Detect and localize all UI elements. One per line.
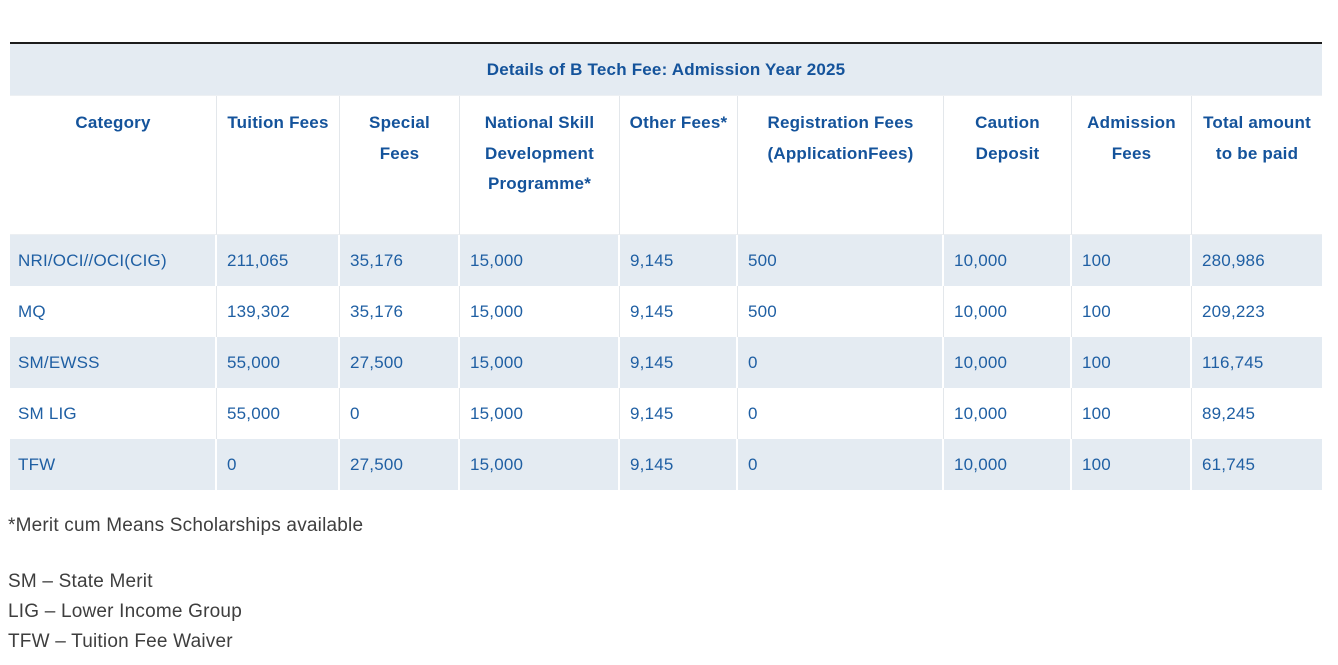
caution-deposit-cell: 10,000 bbox=[944, 235, 1072, 286]
caution-deposit-cell: 10,000 bbox=[944, 388, 1072, 439]
column-header-category: Category bbox=[10, 96, 217, 235]
admission-fees-cell: 100 bbox=[1072, 235, 1192, 286]
total-amount-cell: 61,745 bbox=[1192, 439, 1323, 490]
special-fees-cell: 27,500 bbox=[340, 337, 460, 388]
btech-fee-table: Details of B Tech Fee: Admission Year 20… bbox=[10, 42, 1323, 490]
admission-fees-cell: 100 bbox=[1072, 337, 1192, 388]
admission-fees-cell: 100 bbox=[1072, 286, 1192, 337]
total-amount-cell: 116,745 bbox=[1192, 337, 1323, 388]
nsdp-cell: 15,000 bbox=[460, 337, 620, 388]
other-fees-cell: 9,145 bbox=[620, 286, 738, 337]
column-header-tuition-fees: Tuition Fees bbox=[217, 96, 340, 235]
column-header-other-fees: Other Fees* bbox=[620, 96, 738, 235]
other-fees-cell: 9,145 bbox=[620, 388, 738, 439]
registration-fees-cell: 500 bbox=[738, 286, 944, 337]
tuition-fees-cell: 55,000 bbox=[217, 388, 340, 439]
tuition-fees-cell: 139,302 bbox=[217, 286, 340, 337]
table-title-row: Details of B Tech Fee: Admission Year 20… bbox=[10, 44, 1323, 96]
table-header-row: Category Tuition Fees Special Fees Natio… bbox=[10, 96, 1323, 235]
column-header-special-fees: Special Fees bbox=[340, 96, 460, 235]
special-fees-cell: 0 bbox=[340, 388, 460, 439]
total-amount-cell: 280,986 bbox=[1192, 235, 1323, 286]
registration-fees-cell: 0 bbox=[738, 337, 944, 388]
caution-deposit-cell: 10,000 bbox=[944, 439, 1072, 490]
table-title: Details of B Tech Fee: Admission Year 20… bbox=[10, 44, 1323, 96]
other-fees-cell: 9,145 bbox=[620, 337, 738, 388]
total-amount-cell: 89,245 bbox=[1192, 388, 1323, 439]
footnote-scholarships: *Merit cum Means Scholarships available bbox=[8, 515, 364, 536]
abbreviation-sm: SM – State Merit bbox=[8, 571, 153, 592]
nsdp-cell: 15,000 bbox=[460, 286, 620, 337]
other-fees-cell: 9,145 bbox=[620, 439, 738, 490]
registration-fees-cell: 0 bbox=[738, 388, 944, 439]
category-cell: SM LIG bbox=[10, 388, 217, 439]
column-header-total-amount: Total amount to be paid bbox=[1192, 96, 1323, 235]
table-row-nri: NRI/OCI//OCI(CIG) 211,065 35,176 15,000 … bbox=[10, 235, 1323, 286]
abbreviation-tfw: TFW – Tuition Fee Waiver bbox=[8, 631, 233, 652]
tuition-fees-cell: 211,065 bbox=[217, 235, 340, 286]
total-amount-cell: 209,223 bbox=[1192, 286, 1323, 337]
special-fees-cell: 27,500 bbox=[340, 439, 460, 490]
category-cell: TFW bbox=[10, 439, 217, 490]
table-row-sm-ewss: SM/EWSS 55,000 27,500 15,000 9,145 0 10,… bbox=[10, 337, 1323, 388]
admission-fees-cell: 100 bbox=[1072, 388, 1192, 439]
registration-fees-cell: 500 bbox=[738, 235, 944, 286]
caution-deposit-cell: 10,000 bbox=[944, 337, 1072, 388]
nsdp-cell: 15,000 bbox=[460, 235, 620, 286]
column-header-registration-fees: Registration Fees (ApplicationFees) bbox=[738, 96, 944, 235]
nsdp-cell: 15,000 bbox=[460, 439, 620, 490]
registration-fees-cell: 0 bbox=[738, 439, 944, 490]
abbreviations-block: SM – State Merit LIG – Lower Income Grou… bbox=[8, 567, 1338, 657]
category-cell: MQ bbox=[10, 286, 217, 337]
special-fees-cell: 35,176 bbox=[340, 286, 460, 337]
category-cell: NRI/OCI//OCI(CIG) bbox=[10, 235, 217, 286]
table-row-mq: MQ 139,302 35,176 15,000 9,145 500 10,00… bbox=[10, 286, 1323, 337]
tuition-fees-cell: 55,000 bbox=[217, 337, 340, 388]
table-row-sm-lig: SM LIG 55,000 0 15,000 9,145 0 10,000 10… bbox=[10, 388, 1323, 439]
caution-deposit-cell: 10,000 bbox=[944, 286, 1072, 337]
category-cell: SM/EWSS bbox=[10, 337, 217, 388]
column-header-caution-deposit: Caution Deposit bbox=[944, 96, 1072, 235]
tuition-fees-cell: 0 bbox=[217, 439, 340, 490]
abbreviation-lig: LIG – Lower Income Group bbox=[8, 601, 242, 622]
nsdp-cell: 15,000 bbox=[460, 388, 620, 439]
column-header-admission-fees: Admission Fees bbox=[1072, 96, 1192, 235]
table-row-tfw: TFW 0 27,500 15,000 9,145 0 10,000 100 6… bbox=[10, 439, 1323, 490]
admission-fees-cell: 100 bbox=[1072, 439, 1192, 490]
other-fees-cell: 9,145 bbox=[620, 235, 738, 286]
special-fees-cell: 35,176 bbox=[340, 235, 460, 286]
column-header-nsdp: National Skill Development Programme* bbox=[460, 96, 620, 235]
